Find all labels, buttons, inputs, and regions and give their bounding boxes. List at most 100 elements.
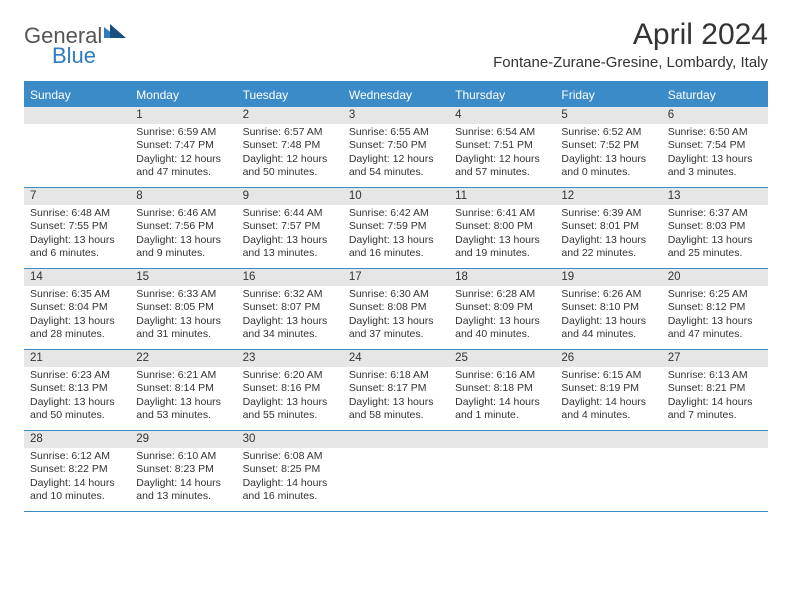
sunset-text: Sunset: 8:07 PM (243, 301, 337, 314)
day-cell: 23Sunrise: 6:20 AMSunset: 8:16 PMDayligh… (237, 350, 343, 430)
day-number: 3 (343, 107, 449, 124)
sunrise-text: Sunrise: 6:28 AM (455, 288, 549, 301)
daylight-text: Daylight: 14 hours and 10 minutes. (30, 477, 124, 504)
daylight-text: Daylight: 13 hours and 6 minutes. (30, 234, 124, 261)
day-number (24, 107, 130, 124)
day-cell: 24Sunrise: 6:18 AMSunset: 8:17 PMDayligh… (343, 350, 449, 430)
sunrise-text: Sunrise: 6:59 AM (136, 126, 230, 139)
daylight-text: Daylight: 13 hours and 34 minutes. (243, 315, 337, 342)
sunset-text: Sunset: 8:03 PM (668, 220, 762, 233)
daylight-text: Daylight: 14 hours and 13 minutes. (136, 477, 230, 504)
day-details: Sunrise: 6:25 AMSunset: 8:12 PMDaylight:… (662, 286, 768, 346)
sunset-text: Sunset: 7:51 PM (455, 139, 549, 152)
day-number: 30 (237, 431, 343, 448)
daylight-text: Daylight: 13 hours and 37 minutes. (349, 315, 443, 342)
sunset-text: Sunset: 8:19 PM (561, 382, 655, 395)
day-number (555, 431, 661, 448)
day-number: 19 (555, 269, 661, 286)
day-details: Sunrise: 6:30 AMSunset: 8:08 PMDaylight:… (343, 286, 449, 346)
sunset-text: Sunset: 8:04 PM (30, 301, 124, 314)
day-details: Sunrise: 6:54 AMSunset: 7:51 PMDaylight:… (449, 124, 555, 184)
daylight-text: Daylight: 13 hours and 9 minutes. (136, 234, 230, 261)
daylight-text: Daylight: 13 hours and 40 minutes. (455, 315, 549, 342)
daylight-text: Daylight: 14 hours and 7 minutes. (668, 396, 762, 423)
day-number (449, 431, 555, 448)
day-details: Sunrise: 6:48 AMSunset: 7:55 PMDaylight:… (24, 205, 130, 265)
day-cell (555, 431, 661, 511)
daylight-text: Daylight: 13 hours and 0 minutes. (561, 153, 655, 180)
sunrise-text: Sunrise: 6:30 AM (349, 288, 443, 301)
day-number: 8 (130, 188, 236, 205)
sunrise-text: Sunrise: 6:39 AM (561, 207, 655, 220)
day-cell: 16Sunrise: 6:32 AMSunset: 8:07 PMDayligh… (237, 269, 343, 349)
day-details: Sunrise: 6:28 AMSunset: 8:09 PMDaylight:… (449, 286, 555, 346)
sunrise-text: Sunrise: 6:20 AM (243, 369, 337, 382)
week-row: 28Sunrise: 6:12 AMSunset: 8:22 PMDayligh… (24, 431, 768, 512)
sunset-text: Sunset: 7:48 PM (243, 139, 337, 152)
sunrise-text: Sunrise: 6:42 AM (349, 207, 443, 220)
day-of-week-row: Sunday Monday Tuesday Wednesday Thursday… (24, 83, 768, 107)
day-cell: 25Sunrise: 6:16 AMSunset: 8:18 PMDayligh… (449, 350, 555, 430)
day-details: Sunrise: 6:35 AMSunset: 8:04 PMDaylight:… (24, 286, 130, 346)
day-number: 25 (449, 350, 555, 367)
day-number: 9 (237, 188, 343, 205)
day-number: 24 (343, 350, 449, 367)
daylight-text: Daylight: 13 hours and 28 minutes. (30, 315, 124, 342)
day-details: Sunrise: 6:39 AMSunset: 8:01 PMDaylight:… (555, 205, 661, 265)
day-details: Sunrise: 6:23 AMSunset: 8:13 PMDaylight:… (24, 367, 130, 427)
daylight-text: Daylight: 14 hours and 4 minutes. (561, 396, 655, 423)
daylight-text: Daylight: 12 hours and 54 minutes. (349, 153, 443, 180)
logo-triangle-icon (104, 22, 126, 43)
day-cell: 13Sunrise: 6:37 AMSunset: 8:03 PMDayligh… (662, 188, 768, 268)
day-details: Sunrise: 6:26 AMSunset: 8:10 PMDaylight:… (555, 286, 661, 346)
day-cell: 14Sunrise: 6:35 AMSunset: 8:04 PMDayligh… (24, 269, 130, 349)
day-cell: 11Sunrise: 6:41 AMSunset: 8:00 PMDayligh… (449, 188, 555, 268)
daylight-text: Daylight: 12 hours and 47 minutes. (136, 153, 230, 180)
day-number: 26 (555, 350, 661, 367)
sunset-text: Sunset: 8:09 PM (455, 301, 549, 314)
day-number (343, 431, 449, 448)
day-cell: 19Sunrise: 6:26 AMSunset: 8:10 PMDayligh… (555, 269, 661, 349)
sunrise-text: Sunrise: 6:12 AM (30, 450, 124, 463)
daylight-text: Daylight: 13 hours and 19 minutes. (455, 234, 549, 261)
daylight-text: Daylight: 13 hours and 55 minutes. (243, 396, 337, 423)
day-number: 13 (662, 188, 768, 205)
sunset-text: Sunset: 8:23 PM (136, 463, 230, 476)
dow-tuesday: Tuesday (237, 83, 343, 107)
sunrise-text: Sunrise: 6:35 AM (30, 288, 124, 301)
day-cell: 21Sunrise: 6:23 AMSunset: 8:13 PMDayligh… (24, 350, 130, 430)
daylight-text: Daylight: 13 hours and 16 minutes. (349, 234, 443, 261)
daylight-text: Daylight: 12 hours and 57 minutes. (455, 153, 549, 180)
day-number: 23 (237, 350, 343, 367)
day-cell: 12Sunrise: 6:39 AMSunset: 8:01 PMDayligh… (555, 188, 661, 268)
sunrise-text: Sunrise: 6:48 AM (30, 207, 124, 220)
daylight-text: Daylight: 13 hours and 53 minutes. (136, 396, 230, 423)
sunset-text: Sunset: 8:21 PM (668, 382, 762, 395)
sunrise-text: Sunrise: 6:13 AM (668, 369, 762, 382)
day-cell: 10Sunrise: 6:42 AMSunset: 7:59 PMDayligh… (343, 188, 449, 268)
sunrise-text: Sunrise: 6:21 AM (136, 369, 230, 382)
dow-saturday: Saturday (662, 83, 768, 107)
sunrise-text: Sunrise: 6:54 AM (455, 126, 549, 139)
sunset-text: Sunset: 8:16 PM (243, 382, 337, 395)
sunrise-text: Sunrise: 6:15 AM (561, 369, 655, 382)
sunrise-text: Sunrise: 6:44 AM (243, 207, 337, 220)
day-cell: 20Sunrise: 6:25 AMSunset: 8:12 PMDayligh… (662, 269, 768, 349)
sunrise-text: Sunrise: 6:52 AM (561, 126, 655, 139)
day-details: Sunrise: 6:10 AMSunset: 8:23 PMDaylight:… (130, 448, 236, 508)
sunrise-text: Sunrise: 6:08 AM (243, 450, 337, 463)
sunrise-text: Sunrise: 6:55 AM (349, 126, 443, 139)
day-details: Sunrise: 6:42 AMSunset: 7:59 PMDaylight:… (343, 205, 449, 265)
daylight-text: Daylight: 13 hours and 58 minutes. (349, 396, 443, 423)
day-cell: 7Sunrise: 6:48 AMSunset: 7:55 PMDaylight… (24, 188, 130, 268)
day-cell: 30Sunrise: 6:08 AMSunset: 8:25 PMDayligh… (237, 431, 343, 511)
daylight-text: Daylight: 13 hours and 31 minutes. (136, 315, 230, 342)
sunset-text: Sunset: 8:05 PM (136, 301, 230, 314)
day-details: Sunrise: 6:59 AMSunset: 7:47 PMDaylight:… (130, 124, 236, 184)
day-details: Sunrise: 6:32 AMSunset: 8:07 PMDaylight:… (237, 286, 343, 346)
day-cell: 1Sunrise: 6:59 AMSunset: 7:47 PMDaylight… (130, 107, 236, 187)
day-details: Sunrise: 6:20 AMSunset: 8:16 PMDaylight:… (237, 367, 343, 427)
day-number: 10 (343, 188, 449, 205)
day-details: Sunrise: 6:15 AMSunset: 8:19 PMDaylight:… (555, 367, 661, 427)
week-row: 7Sunrise: 6:48 AMSunset: 7:55 PMDaylight… (24, 188, 768, 269)
